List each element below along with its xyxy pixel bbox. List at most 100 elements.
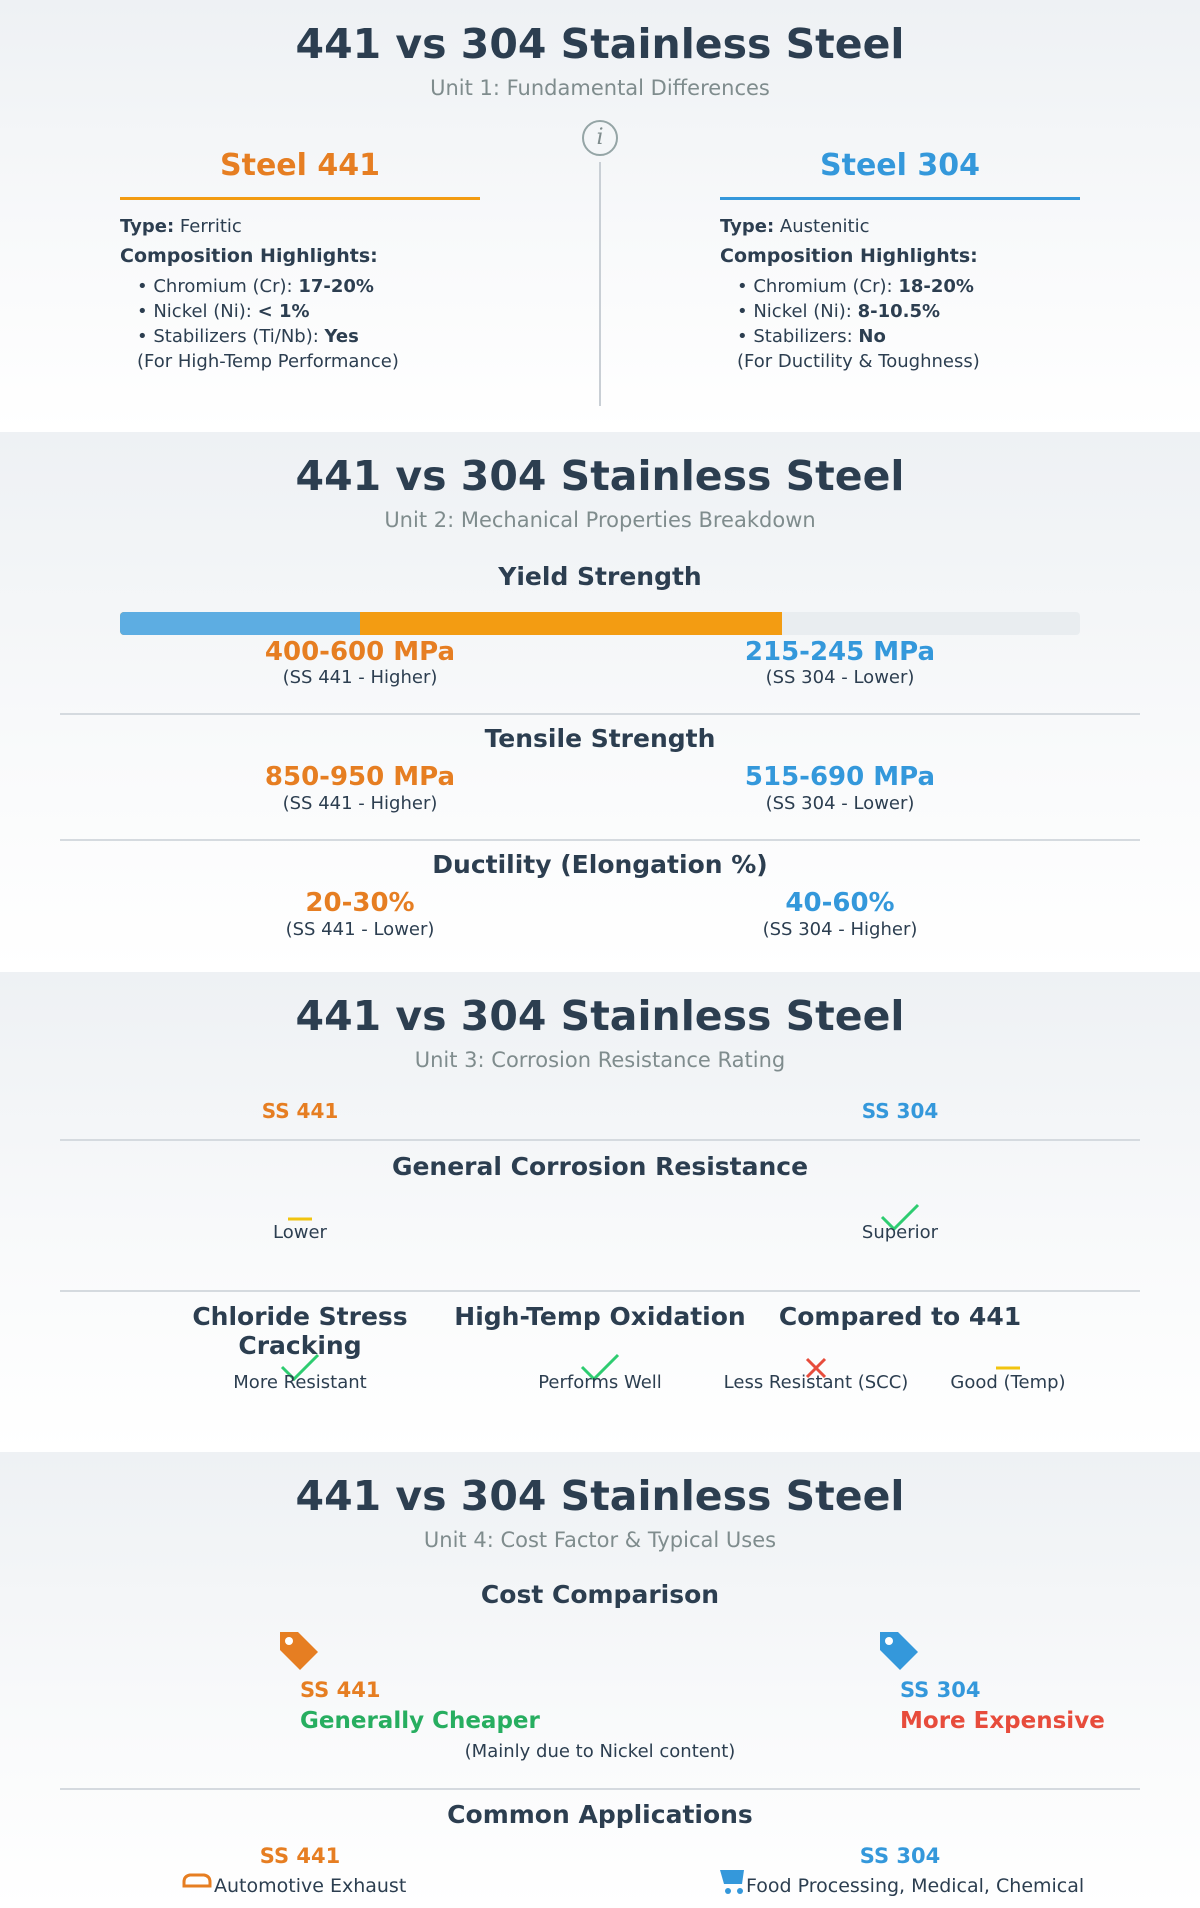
chromium-label: • Chromium (Cr):: [737, 276, 893, 297]
info-icon[interactable]: i: [582, 120, 618, 156]
steel-304-nickel: • Nickel (Ni): 8-10.5%: [737, 301, 940, 322]
divider: [60, 839, 1140, 841]
ductility-304-value: 40-60%: [785, 888, 895, 918]
type-label: Type:: [120, 216, 175, 237]
dash-icon: [978, 1348, 1038, 1388]
unit-2-subtitle: Unit 2: Mechanical Properties Breakdown: [384, 508, 816, 532]
tensile-strength-title: Tensile Strength: [484, 724, 716, 753]
check-icon: [870, 1198, 930, 1238]
steel-304-underline: [720, 197, 1080, 200]
nickel-value: 8-10.5%: [857, 301, 941, 322]
ductility-441-note: (SS 441 - Lower): [285, 919, 435, 940]
steel-441-heading: Steel 441: [220, 148, 380, 183]
unit-3-subtitle: Unit 3: Corrosion Resistance Rating: [414, 1048, 786, 1072]
app-441-name: SS 441: [259, 1844, 341, 1868]
type-value: Ferritic: [179, 216, 242, 237]
tensile-304-value: 515-690 MPa: [744, 762, 936, 792]
divider: [60, 1290, 1140, 1292]
chloride-stress-title: Chloride Stress Cracking: [192, 1302, 408, 1360]
stabilizers-value: Yes: [324, 326, 359, 347]
steel-304-heading: Steel 304: [820, 148, 980, 183]
food-cart-icon: [718, 1864, 754, 1900]
unit-1-title: 441 vs 304 Stainless Steel: [295, 20, 905, 68]
general-304-rating: Superior: [861, 1222, 939, 1243]
oxidation-441-rating: Performs Well: [538, 1372, 662, 1393]
steel-441-nickel: • Nickel (Ni): < 1%: [137, 301, 310, 322]
general-441-rating: Lower: [273, 1222, 327, 1243]
steel-441-type: Type: Ferritic: [120, 216, 242, 237]
divider: [60, 1788, 1140, 1790]
unit-3-title: 441 vs 304 Stainless Steel: [295, 992, 905, 1040]
tensile-441-note: (SS 441 - Higher): [282, 793, 438, 814]
app-304-name: SS 304: [859, 1844, 941, 1868]
nickel-label: • Nickel (Ni):: [137, 301, 252, 322]
car-icon: [180, 1868, 214, 1892]
steel-441-purpose: (For High-Temp Performance): [137, 351, 399, 372]
chromium-label: • Chromium (Cr):: [137, 276, 293, 297]
ductility-304-note: (SS 304 - Higher): [762, 919, 918, 940]
check-icon: [270, 1348, 330, 1388]
yield-bar-304-segment: [120, 612, 360, 635]
chromium-value: 18-20%: [898, 276, 974, 297]
column-ss441-label: SS 441: [261, 1099, 339, 1123]
yield-304-note: (SS 304 - Lower): [765, 667, 915, 688]
nickel-value: < 1%: [257, 301, 310, 322]
compared-to-441-title: Compared to 441: [778, 1302, 1022, 1331]
check-icon: [570, 1348, 630, 1388]
steel-304-stabilizers: • Stabilizers: No: [737, 326, 886, 347]
divider: [60, 713, 1140, 715]
unit-2-title: 441 vs 304 Stainless Steel: [295, 452, 905, 500]
price-tag-icon: [274, 1626, 322, 1674]
unit-4-subtitle: Unit 4: Cost Factor & Typical Uses: [423, 1528, 777, 1552]
unit-1-subtitle: Unit 1: Fundamental Differences: [430, 76, 770, 100]
dash-icon: [270, 1199, 330, 1239]
cost-441-verdict: Generally Cheaper: [300, 1708, 540, 1734]
steel-304-type: Type: Austenitic: [720, 216, 870, 237]
divider: [60, 1139, 1140, 1141]
compared-temp-rating: Good (Temp): [950, 1372, 1066, 1393]
cost-441-name: SS 441: [300, 1678, 381, 1702]
type-value: Austenitic: [779, 216, 870, 237]
unit-2-mechanical: 441 vs 304 Stainless Steel Unit 2: Mecha…: [0, 432, 1200, 972]
compared-scc-rating: Less Resistant (SCC): [723, 1372, 909, 1393]
tensile-441-value: 850-950 MPa: [264, 762, 456, 792]
cost-304-name: SS 304: [900, 1678, 981, 1702]
steel-304-chromium: • Chromium (Cr): 18-20%: [737, 276, 974, 297]
stabilizers-label: • Stabilizers (Ti/Nb):: [137, 326, 319, 347]
chromium-value: 17-20%: [298, 276, 374, 297]
nickel-label: • Nickel (Ni):: [737, 301, 852, 322]
cost-comparison-title: Cost Comparison: [480, 1580, 720, 1609]
yield-304-value: 215-245 MPa: [744, 637, 936, 667]
type-label: Type:: [720, 216, 775, 237]
price-tag-icon: [874, 1626, 922, 1674]
app-304-use: Food Processing, Medical, Chemical: [746, 1875, 1085, 1897]
chloride-441-rating: More Resistant: [233, 1372, 367, 1393]
stabilizers-label: • Stabilizers:: [737, 326, 853, 347]
steel-304-purpose: (For Ductility & Toughness): [737, 351, 980, 372]
unit-1-fundamentals: 441 vs 304 Stainless Steel Unit 1: Funda…: [0, 0, 1200, 432]
cost-note: (Mainly due to Nickel content): [464, 1741, 736, 1762]
app-441-use: Automotive Exhaust: [214, 1875, 407, 1897]
stabilizers-value: No: [858, 326, 886, 347]
steel-441-stabilizers: • Stabilizers (Ti/Nb): Yes: [137, 326, 359, 347]
unit-3-corrosion: 441 vs 304 Stainless Steel Unit 3: Corro…: [0, 972, 1200, 1452]
steel-441-chromium: • Chromium (Cr): 17-20%: [137, 276, 374, 297]
high-temp-oxidation-title: High-Temp Oxidation: [454, 1302, 746, 1331]
column-ss304-label: SS 304: [861, 1099, 939, 1123]
column-divider: [599, 162, 601, 406]
ductility-title: Ductility (Elongation %): [432, 850, 768, 879]
tensile-304-note: (SS 304 - Lower): [765, 793, 915, 814]
unit-4-cost-uses: 441 vs 304 Stainless Steel Unit 4: Cost …: [0, 1452, 1200, 1908]
ductility-441-value: 20-30%: [305, 888, 415, 918]
yield-strength-title: Yield Strength: [498, 562, 702, 591]
yield-strength-bar: [120, 612, 1080, 635]
steel-441-composition-label: Composition Highlights:: [120, 245, 378, 267]
steel-441-underline: [120, 197, 480, 200]
yield-441-value: 400-600 MPa: [264, 637, 456, 667]
cross-icon: [786, 1348, 846, 1388]
steel-304-composition-label: Composition Highlights:: [720, 245, 978, 267]
general-corrosion-title: General Corrosion Resistance: [391, 1152, 809, 1181]
yield-441-note: (SS 441 - Higher): [282, 667, 438, 688]
unit-4-title: 441 vs 304 Stainless Steel: [295, 1472, 905, 1520]
common-applications-title: Common Applications: [447, 1800, 753, 1829]
